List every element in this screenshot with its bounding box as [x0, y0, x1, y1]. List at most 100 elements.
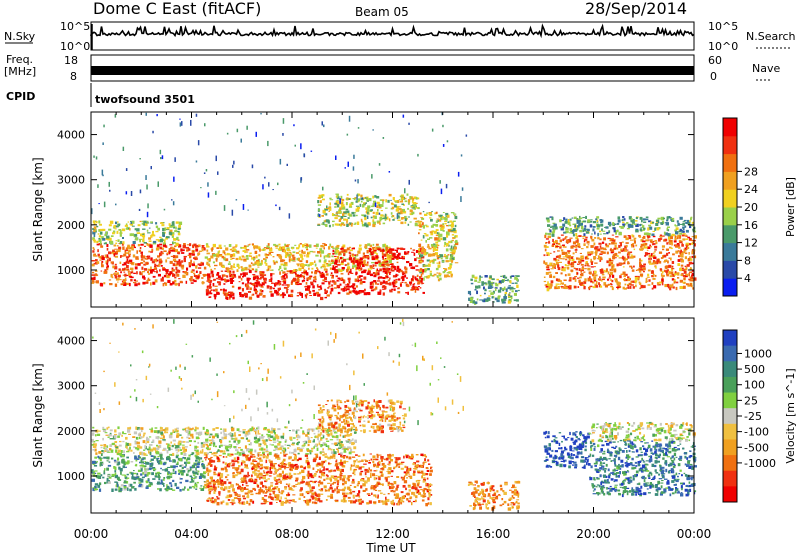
- power-echo: [585, 261, 588, 263]
- power-echo: [647, 284, 651, 286]
- power-echo: [565, 230, 569, 234]
- power-echo: [664, 259, 666, 263]
- power-echo: [629, 265, 633, 268]
- power-echo: [352, 265, 354, 268]
- power-echo: [298, 244, 301, 248]
- velocity-echo: [101, 450, 104, 452]
- velocity-echo: [256, 427, 258, 430]
- power-echo: [664, 238, 668, 242]
- power-echo: [644, 255, 647, 257]
- power-echo: [99, 223, 102, 226]
- velocity-echo: [134, 487, 137, 491]
- power-echo: [186, 244, 191, 246]
- velocity-echo: [129, 483, 133, 487]
- velocity-echo: [337, 442, 340, 445]
- power-echo: [326, 254, 330, 258]
- power-echo: [266, 254, 270, 256]
- power-echo: [478, 277, 481, 282]
- power-echo: [256, 295, 260, 298]
- velocity-echo: [195, 467, 197, 471]
- power-echo: [581, 284, 585, 286]
- power-speckle: [139, 158, 141, 160]
- power-echo: [175, 266, 178, 271]
- power-echo: [680, 264, 684, 267]
- power-speckle: [204, 123, 206, 127]
- power-echo: [619, 275, 622, 279]
- power-echo: [385, 250, 389, 253]
- power-echo: [396, 209, 400, 212]
- velocity-echo: [117, 426, 120, 430]
- power-echo: [360, 267, 363, 271]
- power-echo: [651, 282, 654, 285]
- power-echo: [107, 259, 109, 263]
- power-echo: [675, 281, 679, 284]
- power-echo: [324, 296, 327, 299]
- power-echo: [336, 280, 340, 282]
- power-echo: [203, 273, 207, 277]
- power-echo: [580, 260, 585, 262]
- power-echo: [193, 273, 196, 276]
- power-echo: [106, 235, 110, 239]
- velocity-echo: [92, 445, 97, 448]
- power-echo: [435, 220, 438, 223]
- power-echo: [669, 236, 673, 240]
- power-echo: [404, 200, 408, 203]
- power-echo: [347, 266, 351, 270]
- power-echo: [371, 262, 375, 264]
- power-echo: [675, 231, 679, 235]
- power-echo: [421, 271, 424, 275]
- power-echo: [106, 265, 109, 268]
- velocity-echo: [195, 488, 197, 490]
- power-echo: [102, 228, 106, 231]
- power-echo: [371, 255, 375, 259]
- power-echo: [396, 249, 398, 253]
- power-speckle: [98, 203, 100, 205]
- power-echo: [690, 267, 692, 270]
- power-speckle: [190, 119, 192, 126]
- power-echo: [207, 281, 211, 283]
- power-echo: [122, 263, 125, 266]
- power-echo: [131, 220, 135, 224]
- power-echo: [296, 283, 300, 286]
- velocity-echo: [114, 474, 118, 479]
- nsky-trace: [90, 23, 695, 50]
- power-echo: [404, 221, 407, 224]
- power-echo: [319, 285, 322, 289]
- power-echo: [175, 272, 178, 274]
- power-echo: [150, 266, 152, 270]
- velocity-echo: [102, 428, 106, 430]
- power-echo: [367, 270, 370, 273]
- power-echo: [355, 208, 359, 212]
- power-echo: [93, 226, 97, 230]
- power-echo: [613, 229, 616, 233]
- power-echo: [147, 232, 151, 234]
- velocity-echo: [189, 486, 192, 489]
- power-echo: [263, 258, 266, 260]
- power-echo: [657, 217, 661, 220]
- power-echo: [616, 255, 619, 257]
- power-speckle: [357, 179, 359, 184]
- power-echo: [132, 241, 136, 244]
- power-echo: [415, 202, 418, 204]
- power-echo: [253, 275, 257, 278]
- power-echo: [384, 286, 387, 290]
- velocity-echo: [177, 458, 180, 461]
- power-echo: [385, 216, 389, 220]
- velocity-echo: [284, 426, 288, 429]
- velocity-echo: [332, 428, 336, 432]
- power-echo: [451, 251, 455, 255]
- power-echo: [266, 245, 269, 248]
- velocity-echo: [149, 483, 153, 486]
- power-echo: [593, 279, 597, 282]
- power-echo: [584, 225, 587, 228]
- velocity-echo: [257, 452, 261, 454]
- power-echo: [159, 246, 162, 250]
- power-echo: [554, 226, 558, 230]
- power-echo: [214, 253, 217, 257]
- velocity-echo: [176, 427, 179, 430]
- velocity-echo: [321, 434, 324, 436]
- power-echo: [647, 227, 650, 231]
- power-echo: [419, 287, 422, 289]
- velocity-echo: [175, 445, 178, 449]
- power-echo: [648, 260, 652, 264]
